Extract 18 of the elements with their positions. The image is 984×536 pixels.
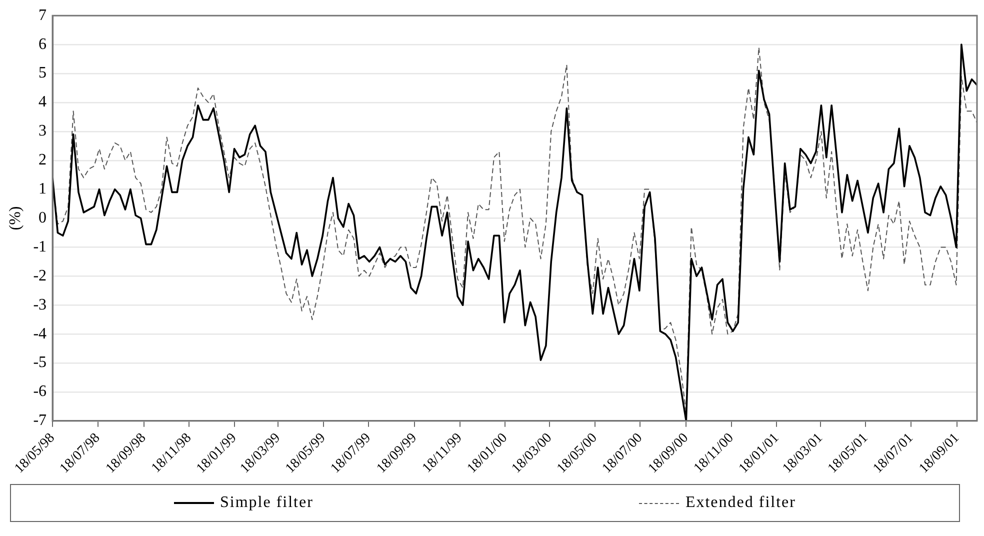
y-tick-label: 2 (38, 152, 47, 169)
legend-label: Simple filter (220, 494, 314, 512)
y-tick-label: 0 (38, 209, 47, 226)
y-tick-label: -7 (33, 412, 47, 430)
y-tick-label: 4 (38, 94, 47, 111)
y-tick-label: -6 (33, 383, 47, 400)
y-tick-label: -5 (33, 354, 47, 372)
y-tick-label: 1 (38, 180, 47, 198)
y-tick-label: -2 (33, 267, 47, 284)
y-tick-label: -4 (33, 325, 47, 342)
y-tick-label: 7 (38, 6, 47, 24)
y-tick-label: 3 (38, 122, 47, 140)
y-tick-label: -3 (33, 296, 47, 314)
y-tick-label: -1 (33, 238, 47, 256)
y-axis-title: (%) (6, 206, 24, 230)
legend-label: Extended filter (685, 494, 796, 512)
y-tick-label: 5 (38, 64, 47, 82)
y-tick-label: 6 (38, 36, 47, 53)
